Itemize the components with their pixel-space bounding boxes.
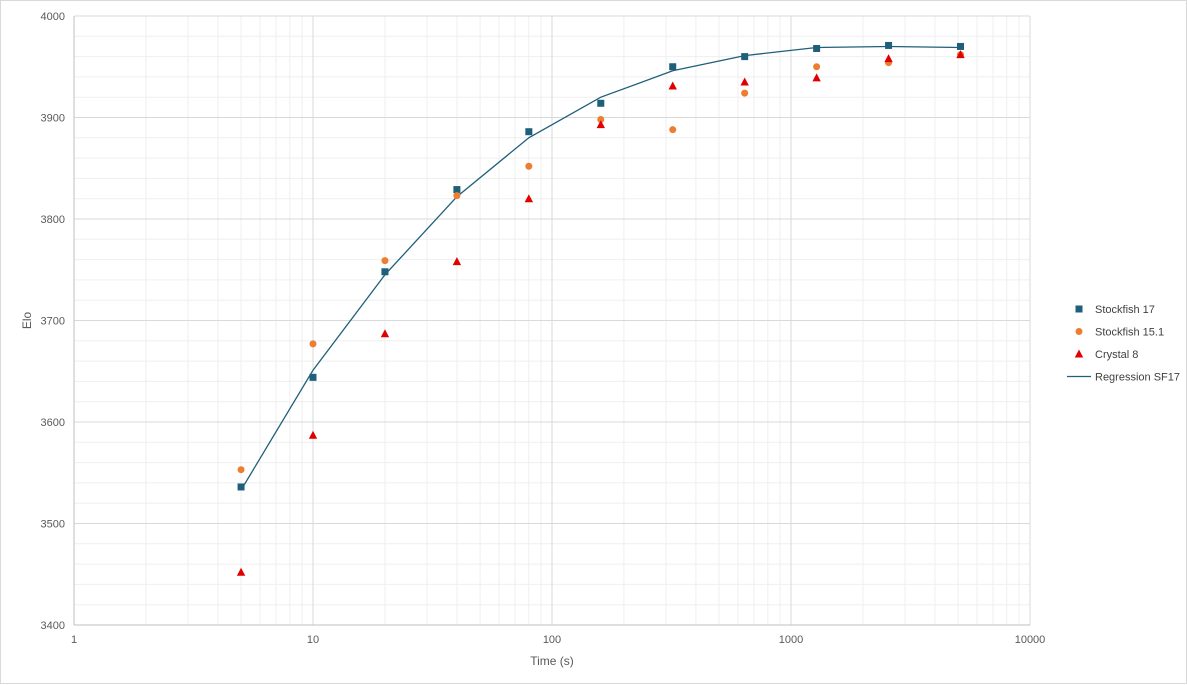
legend-label: Stockfish 17 [1095, 304, 1155, 316]
legend-label: Crystal 8 [1095, 349, 1138, 361]
legend-marker-swatch [1075, 328, 1083, 335]
data-point [453, 186, 461, 194]
data-point [381, 268, 389, 276]
legend-item: Stockfish 15.1 [1075, 327, 1164, 339]
data-point [452, 257, 462, 266]
legend-label: Stockfish 15.1 [1095, 327, 1164, 339]
y-tick-label: 3400 [41, 620, 65, 632]
series-stockfish-15-1 [237, 51, 965, 474]
legend-label: Regression SF17 [1095, 372, 1180, 384]
series-stockfish-17 [237, 41, 965, 491]
data-point [884, 54, 893, 63]
regression-line [240, 45, 961, 491]
x-tick-label: 100 [543, 634, 561, 646]
data-point [237, 466, 245, 474]
y-tick-label: 3700 [41, 316, 65, 328]
data-point [813, 63, 821, 71]
data-point [453, 192, 461, 200]
legend-marker-swatch [1075, 305, 1083, 313]
legend-marker-swatch [1074, 349, 1084, 358]
series-regression-sf17 [240, 45, 961, 491]
legend-item: Stockfish 17 [1075, 304, 1155, 316]
x-tick-label: 1 [71, 634, 77, 646]
data-point [668, 81, 677, 90]
y-tick-label: 3500 [41, 519, 65, 531]
legend-item: Regression SF17 [1067, 372, 1180, 384]
y-tick-label: 3800 [41, 214, 65, 226]
y-tick-labels: 3400 3500 3600 3700 3800 3900 4000 [41, 11, 65, 632]
legend: Stockfish 17 Stockfish 15.1 Crystal 8 Regre… [1067, 304, 1180, 384]
data-point [956, 50, 965, 59]
x-tick-labels: 1 10 100 1000 10000 [71, 634, 1045, 646]
axes [73, 16, 1030, 626]
data-point [309, 373, 317, 381]
data-point [236, 567, 246, 576]
data-point [813, 44, 821, 52]
data-point [380, 329, 390, 338]
y-axis-title: Elo [20, 312, 34, 330]
y-tick-label: 3600 [41, 417, 65, 429]
x-tick-label: 10 [307, 634, 319, 646]
series-crystal-8 [236, 50, 965, 576]
data-point [525, 128, 533, 136]
data-point [741, 53, 749, 61]
data-point [308, 430, 318, 439]
data-point [885, 41, 893, 49]
x-axis-title: Time (s) [530, 654, 574, 668]
y-tick-label: 4000 [41, 11, 65, 23]
data-point [524, 194, 534, 203]
data-point [309, 340, 317, 348]
data-point [740, 77, 749, 86]
data-point [957, 42, 965, 50]
data-point [741, 89, 749, 97]
data-point [597, 99, 605, 107]
data-point [597, 116, 605, 124]
data-point [669, 63, 677, 71]
data-point [381, 257, 389, 265]
plot-series [236, 41, 965, 576]
x-tick-label: 1000 [779, 634, 803, 646]
data-point [812, 73, 821, 82]
data-point [596, 120, 605, 129]
data-point [669, 126, 677, 134]
y-tick-label: 3900 [41, 113, 65, 125]
legend-item: Crystal 8 [1074, 349, 1138, 361]
x-tick-label: 10000 [1015, 634, 1046, 646]
data-point [525, 162, 533, 170]
data-point [237, 483, 245, 491]
